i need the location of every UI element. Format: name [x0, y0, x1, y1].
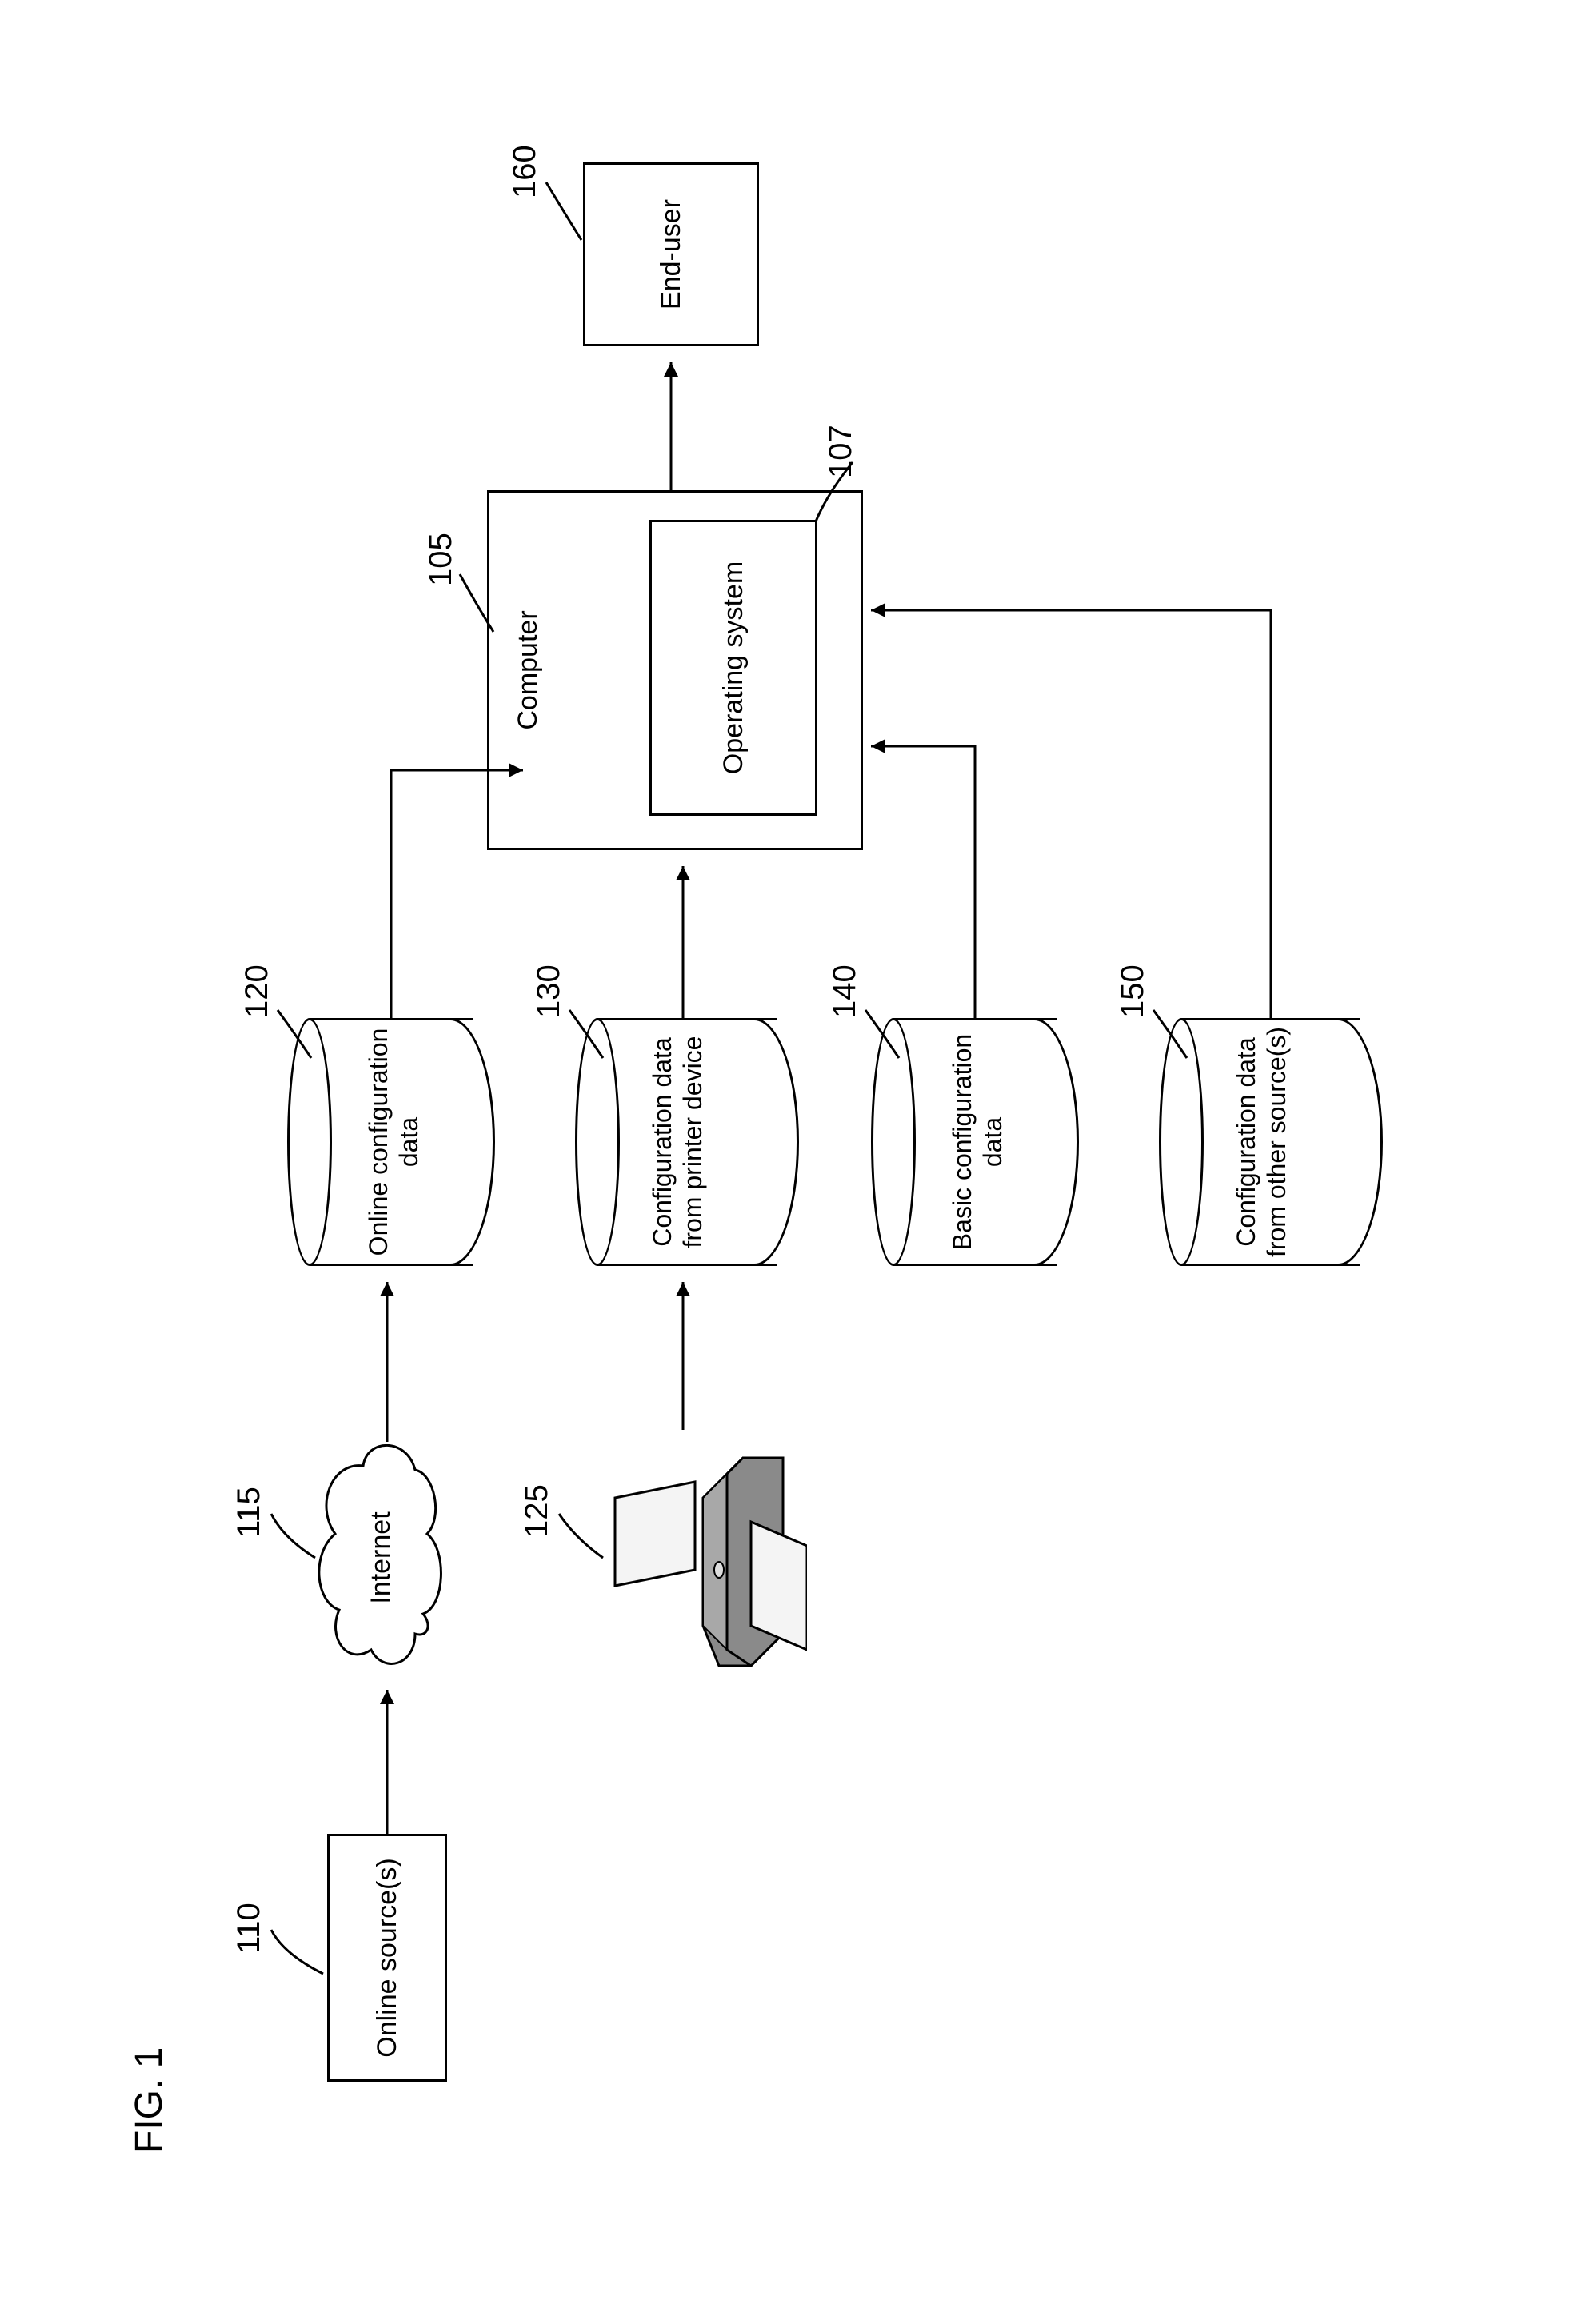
node-config-online-label: Online configuration data [363, 1024, 425, 1260]
ref-config-online: 120 [239, 964, 275, 1018]
leader-online-sources [267, 1906, 331, 1978]
node-config-basic-label: Basic configuration data [947, 1024, 1009, 1260]
arrow-config-online-to-computer [379, 698, 539, 1018]
leader-printer [555, 1490, 611, 1562]
node-config-printer-label: Configuration data from printer device [647, 1024, 709, 1260]
figure-title: FIG. 1 [127, 2047, 171, 2154]
ref-online-sources: 110 [231, 1903, 267, 1954]
ref-computer: 105 [423, 533, 459, 586]
leader-os [811, 450, 859, 526]
ref-config-basic: 140 [827, 964, 863, 1018]
arrow-computer-to-enduser [663, 346, 679, 490]
leader-computer [455, 562, 499, 638]
ref-end-user: 160 [507, 145, 543, 198]
leader-config-printer [563, 994, 611, 1066]
arrow-printer-to-config-printer [675, 1266, 691, 1430]
diagram-canvas: FIG. 1 Online source(s) 110 Internet 115 [55, 82, 1519, 2242]
node-online-sources: Online source(s) [327, 1834, 447, 2082]
page: FIG. 1 Online source(s) 110 Internet 115 [0, 0, 1574, 2324]
node-online-sources-label: Online source(s) [371, 1858, 404, 2057]
arrow-config-other-to-computer [863, 586, 1287, 1018]
node-computer: Computer Operating system [487, 490, 863, 850]
arrow-config-printer-to-computer [675, 850, 691, 1018]
node-end-user-label: End-user [655, 199, 688, 309]
arrow-internet-to-config-online [379, 1266, 395, 1442]
leader-config-online [271, 994, 319, 1066]
node-os-label: Operating system [717, 561, 750, 774]
node-os: Operating system [649, 520, 817, 816]
leader-end-user [541, 170, 589, 246]
node-config-other-label: Configuration data from other source(s) [1231, 1024, 1292, 1260]
arrow-sources-to-internet [379, 1674, 395, 1834]
node-internet-label: Internet [366, 1482, 397, 1634]
leader-internet [267, 1490, 323, 1562]
ref-printer: 125 [519, 1484, 555, 1538]
node-end-user: End-user [583, 162, 759, 346]
ref-internet: 115 [231, 1487, 267, 1538]
